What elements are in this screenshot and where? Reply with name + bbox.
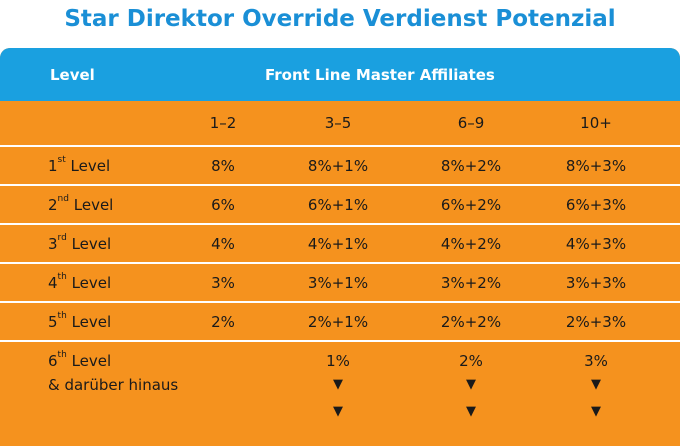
value-cell: 2%+2% (440, 312, 502, 331)
tier-6-9: 6–9 (457, 114, 485, 132)
level-label: 4th Level (48, 271, 112, 292)
tier-row: 1–2 3–5 6–9 10+ (0, 101, 680, 147)
level-label-continuation: & darüber hinaus (48, 376, 179, 394)
level-label: 2nd Level (48, 193, 114, 214)
value-cell: 6% (211, 195, 235, 214)
down-arrow-icon: ▼ (466, 377, 476, 392)
value-cell: 2%+1% (307, 312, 369, 331)
value-cell: 4%+2% (440, 234, 502, 253)
value-cell: 3%+1% (307, 273, 369, 292)
value-cell: 2% (211, 312, 235, 331)
table-header: Level Front Line Master Affiliates (0, 48, 680, 101)
page-title: Star Direktor Override Verdienst Potenzi… (64, 6, 616, 32)
table-row: 5th Level 2% 2%+1% 2%+2% 2%+3% (0, 303, 680, 342)
down-arrow-icon: ▼ (591, 404, 601, 419)
table-row: 2nd Level 6% 6%+1% 6%+2% 6%+3% (0, 186, 680, 225)
value-cell: 4% (211, 234, 235, 253)
value-cell: 6%+1% (307, 195, 369, 214)
down-arrow-icon: ▼ (333, 404, 343, 419)
level-label: 1st Level (48, 154, 111, 175)
value-cell: 2% (459, 352, 483, 370)
table-row: 4th Level 3% 3%+1% 3%+2% 3%+3% (0, 264, 680, 303)
value-cell: 8%+2% (440, 156, 502, 175)
value-cell: 8% (211, 156, 235, 175)
table-row: 1st Level 8% 8%+1% 8%+2% 8%+3% (0, 147, 680, 186)
down-arrow-icon: ▼ (591, 377, 601, 392)
header-level: Level (50, 66, 95, 84)
value-cell: 6%+3% (565, 195, 627, 214)
value-cell: 3% (211, 273, 235, 292)
down-arrow-icon: ▼ (466, 404, 476, 419)
tier-3-5: 3–5 (324, 114, 352, 132)
level-label: 6th Level (48, 350, 112, 370)
value-cell: 8%+3% (565, 156, 627, 175)
value-cell: 4%+3% (565, 234, 627, 253)
override-table: Level Front Line Master Affiliates 1–2 3… (0, 48, 680, 446)
value-cell: 1% (326, 352, 350, 370)
value-cell: 8%+1% (307, 156, 369, 175)
header-front-line: Front Line Master Affiliates (265, 66, 495, 84)
value-cell: 3%+2% (440, 273, 502, 292)
value-cell: 4%+1% (307, 234, 369, 253)
down-arrow-icon: ▼ (333, 377, 343, 392)
value-cell: 3% (584, 352, 608, 370)
table-row: 3rd Level 4% 4%+1% 4%+2% 4%+3% (0, 225, 680, 264)
table-row-last: 6th Level & darüber hinaus 1% 2% 3% ▼ ▼ … (0, 342, 680, 446)
level-label: 3rd Level (48, 232, 112, 253)
value-cell: 2%+3% (565, 312, 627, 331)
tier-10-plus: 10+ (580, 114, 612, 132)
level-label: 5th Level (48, 310, 112, 331)
value-cell: 3%+3% (565, 273, 627, 292)
tier-1-2: 1–2 (209, 114, 237, 132)
value-cell: 6%+2% (440, 195, 502, 214)
